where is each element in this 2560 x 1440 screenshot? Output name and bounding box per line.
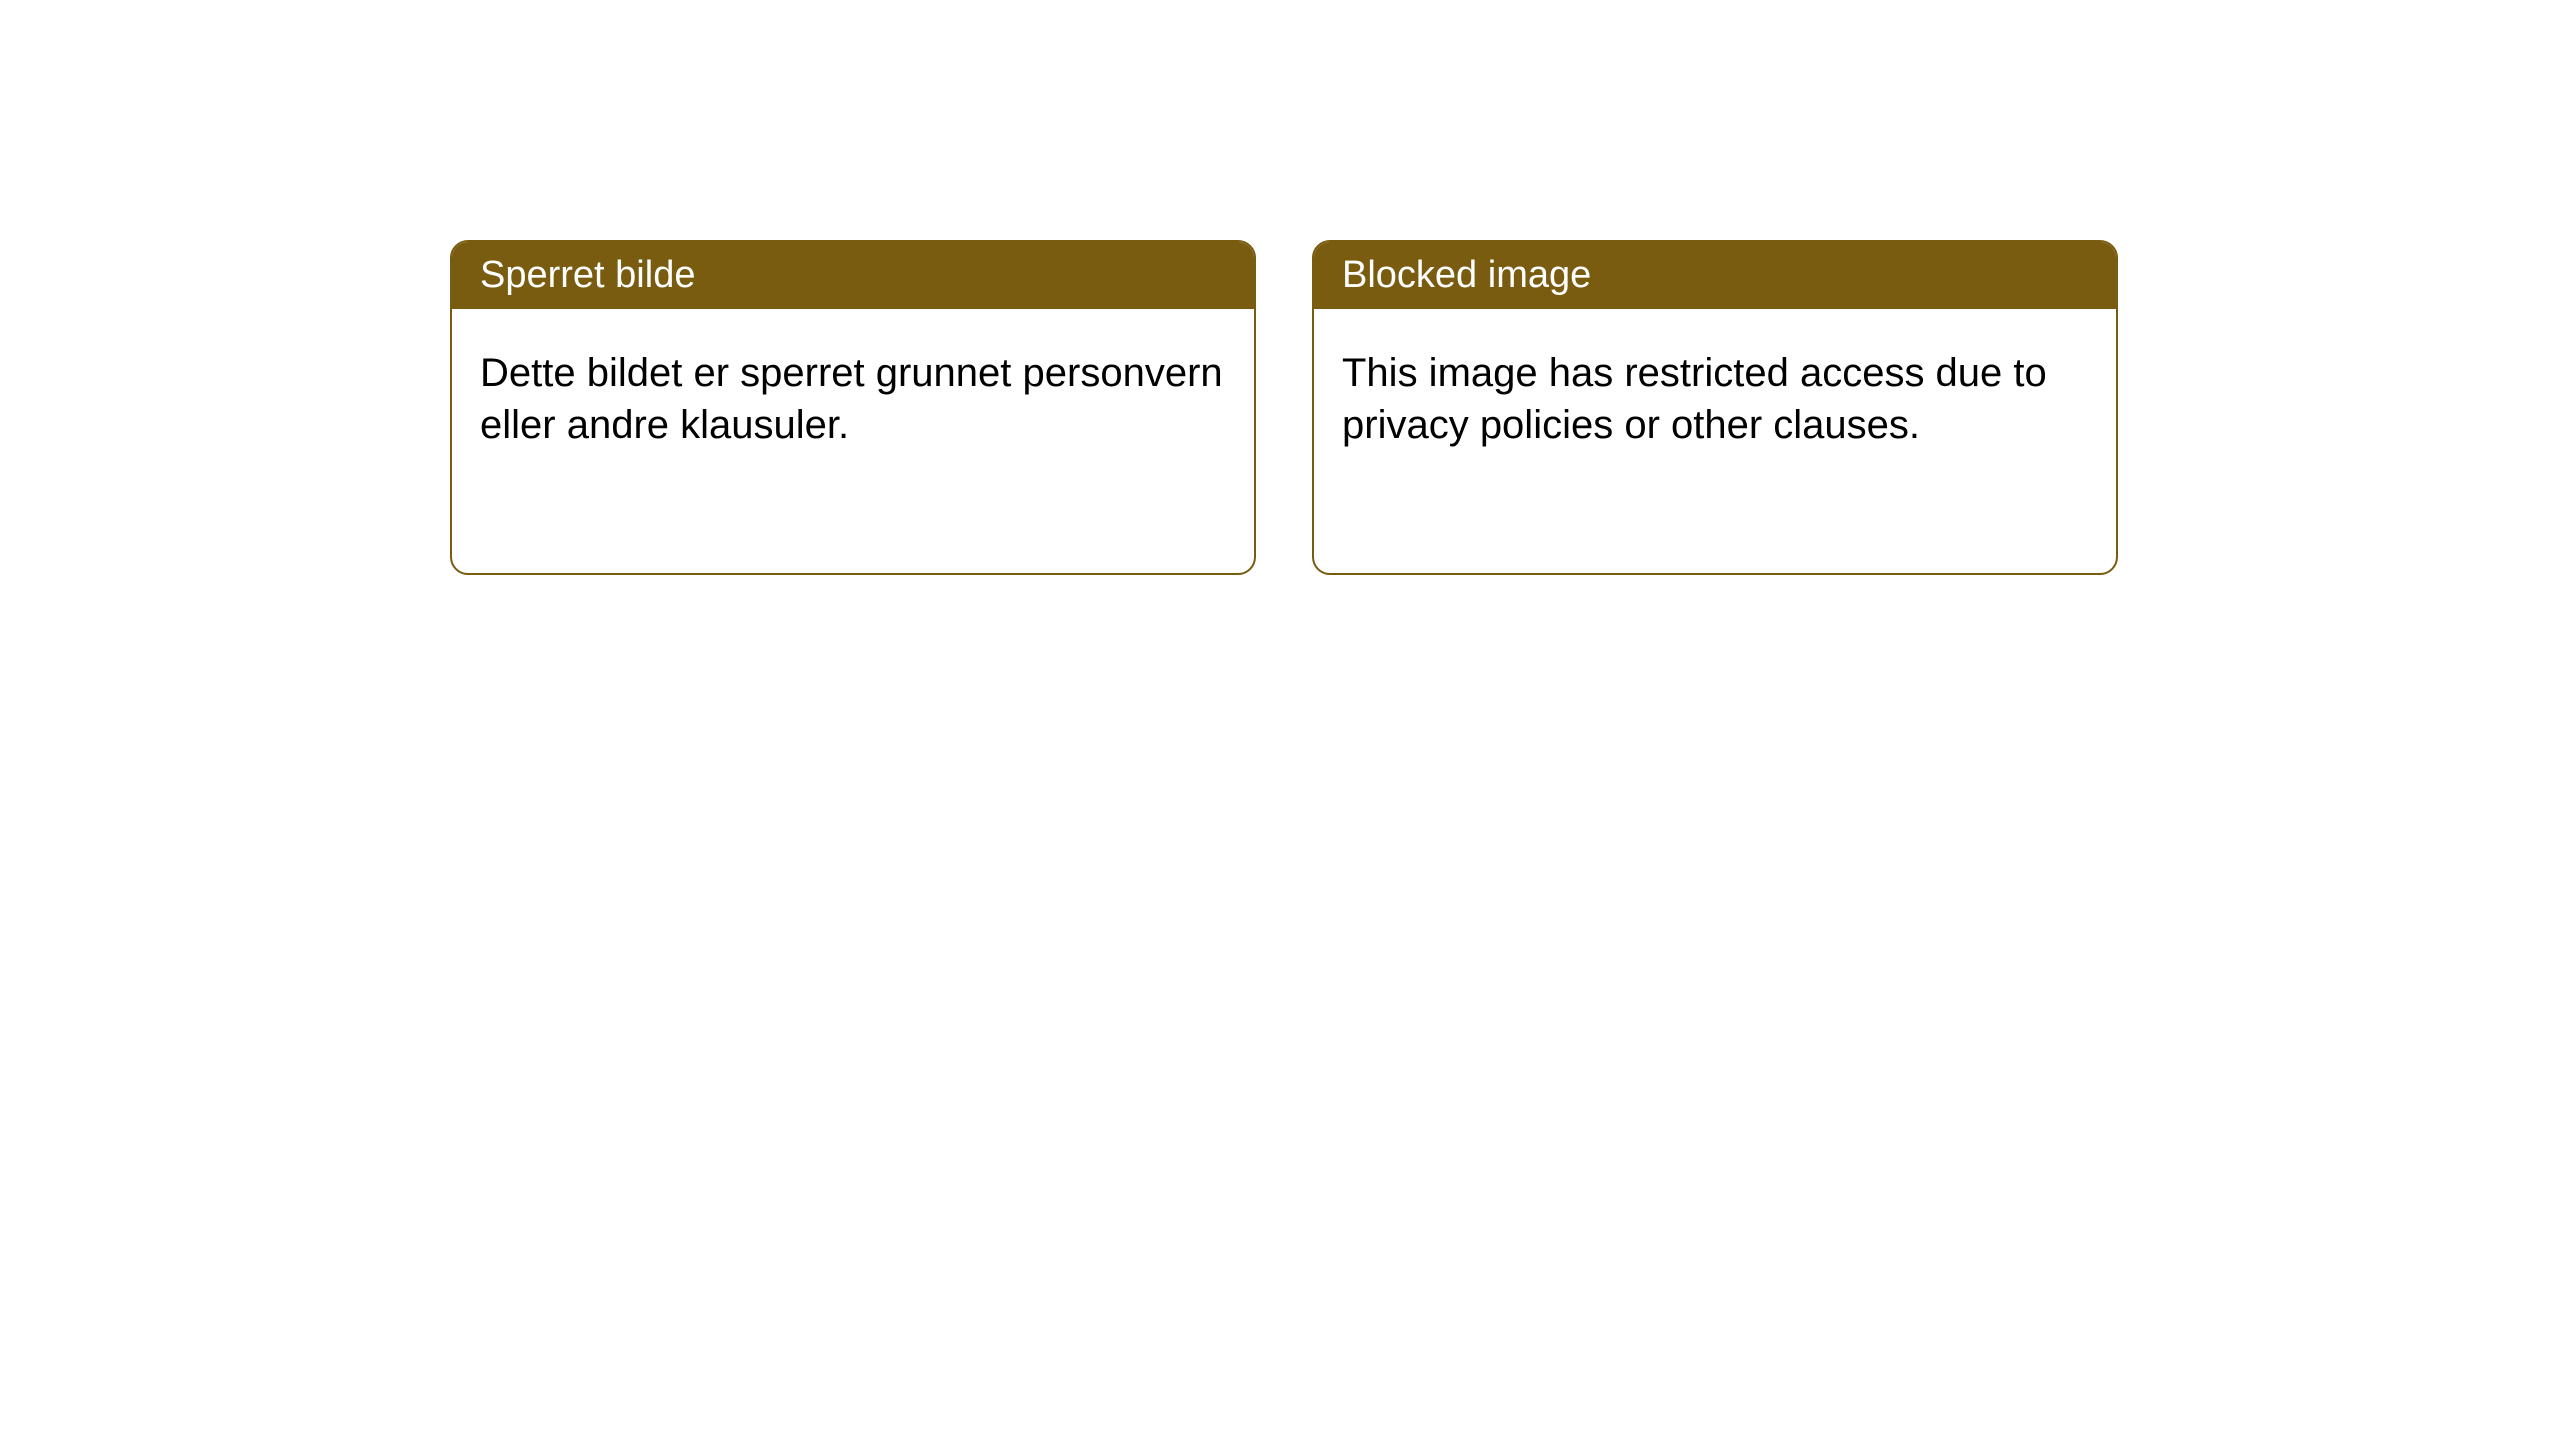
notice-card-english: Blocked image This image has restricted … — [1312, 240, 2118, 575]
notice-container: Sperret bilde Dette bildet er sperret gr… — [0, 0, 2560, 575]
notice-card-norwegian: Sperret bilde Dette bildet er sperret gr… — [450, 240, 1256, 575]
notice-title: Sperret bilde — [452, 242, 1254, 309]
notice-body: Dette bildet er sperret grunnet personve… — [452, 309, 1254, 489]
notice-title: Blocked image — [1314, 242, 2116, 309]
notice-body: This image has restricted access due to … — [1314, 309, 2116, 489]
